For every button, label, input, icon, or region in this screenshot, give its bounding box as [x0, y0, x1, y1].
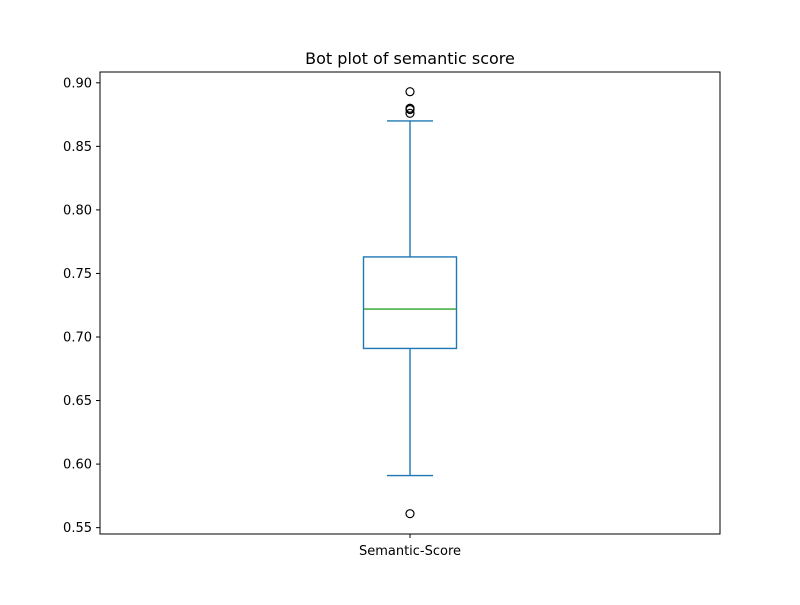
- y-tick-label: 0.80: [63, 203, 92, 218]
- outlier-point: [405, 108, 415, 118]
- iqr-box: [362, 256, 458, 350]
- x-tick-label: Semantic-Score: [359, 544, 461, 559]
- y-tick-label: 0.90: [63, 76, 92, 91]
- box-series: [362, 87, 458, 519]
- y-tick-label: 0.70: [63, 330, 92, 345]
- y-tick-label: 0.85: [63, 140, 92, 155]
- chart-title: Bot plot of semantic score: [305, 49, 515, 68]
- x-axis: Semantic-Score: [359, 534, 461, 559]
- y-axis: 0.55 0.60 0.65 0.70 0.75 0.80 0.85 0.90: [63, 76, 100, 536]
- outlier-point: [405, 87, 415, 97]
- y-tick-label: 0.60: [63, 458, 92, 473]
- outlier-point: [405, 104, 415, 115]
- outlier-point: [405, 509, 415, 519]
- y-tick-label: 0.55: [63, 521, 92, 536]
- y-tick-label: 0.75: [63, 267, 92, 282]
- y-tick-label: 0.65: [63, 394, 92, 409]
